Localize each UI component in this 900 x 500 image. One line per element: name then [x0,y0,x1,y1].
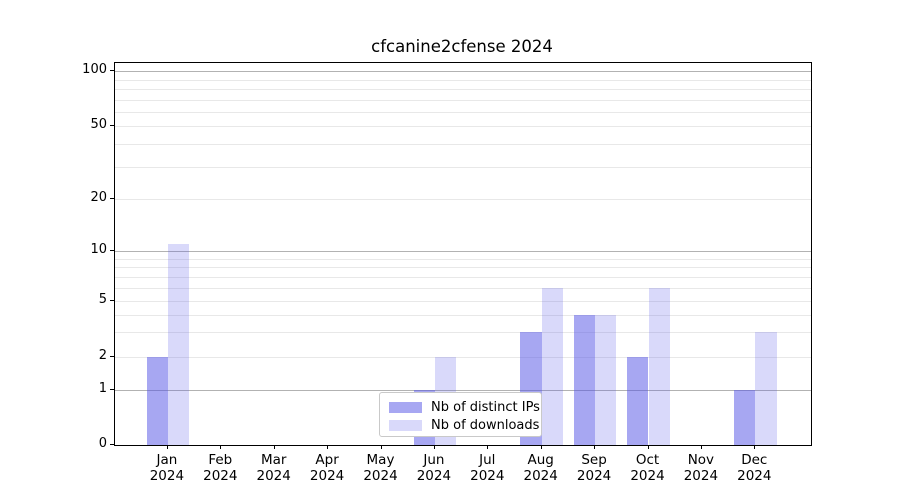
x-tick-label-jan: Jan 2024 [149,452,185,484]
chart-title: cfcanine2cfense 2024 [371,37,553,56]
gridline-minor [115,332,811,334]
x-tick-label-nov: Nov 2024 [683,452,719,484]
gridline-minor [115,301,811,302]
x-tick-mark [433,445,435,449]
gridline-major [115,251,811,252]
x-tick-mark [540,445,542,449]
gridline-minor [115,314,811,316]
x-tick-label-apr: Apr 2024 [309,452,345,484]
legend-entry-distinct-ips: Nb of distinct IPs [389,399,541,415]
gridline-minor [115,199,811,201]
gridline-minor [115,144,811,146]
x-tick-label-aug: Aug 2024 [523,452,558,484]
y-tick-mark [110,356,114,357]
gridline-minor [115,79,811,81]
gridline-minor [115,99,811,101]
bar-jan-downloads [167,243,190,445]
y-tick-mark [110,444,114,445]
x-tick-label-jul: Jul 2024 [470,452,505,484]
x-tick-label-sep: Sep 2024 [576,452,612,484]
gridline-minor [115,357,811,358]
gridline-major [115,71,811,73]
gridline-major [115,389,811,391]
x-tick-mark [700,445,702,449]
y-tick-label: 0 [98,436,107,451]
bar-layer [115,63,811,445]
bar-oct-distinct-ips [627,357,649,445]
gridline-minor [115,111,811,113]
plot-area: Nb of distinct IPs Nb of downloads [114,62,812,446]
gridline-minor [115,287,811,289]
bar-oct-downloads [648,287,670,445]
y-tick-mark [110,198,114,200]
gridline-minor [115,126,811,128]
x-tick-label-jun: Jun 2024 [416,452,452,484]
gridline-minor [115,258,811,260]
y-tick-mark [110,388,114,390]
legend-entry-downloads: Nb of downloads [389,417,541,433]
y-tick-label: 20 [90,190,107,206]
y-tick-label: 2 [98,348,107,363]
y-tick-mark [110,250,114,251]
legend-label: Nb of downloads [431,417,540,433]
legend-label: Nb of distinct IPs [431,399,540,415]
bar-sep-downloads [595,314,617,445]
x-tick-mark [380,445,382,449]
downloads-swatch-icon [389,419,422,431]
y-tick-mark [110,300,114,301]
bar-jan-distinct-ips [146,357,168,445]
x-tick-mark [220,445,222,449]
x-tick-mark [487,445,489,449]
x-tick-mark [273,445,275,449]
x-tick-label-mar: Mar 2024 [256,452,291,484]
y-tick-mark [110,125,114,127]
y-tick-label: 100 [82,62,107,78]
x-tick-mark [754,445,756,449]
x-tick-mark [166,445,168,449]
bar-aug-downloads [541,287,564,445]
x-tick-label-oct: Oct 2024 [630,452,665,484]
y-tick-label: 50 [90,117,107,133]
x-tick-mark [327,445,329,449]
gridline-minor [115,89,811,90]
y-tick-mark [110,70,114,72]
gridline-minor [115,276,811,278]
x-tick-label-may: May 2024 [363,452,398,484]
gridline-minor [115,267,811,269]
bar-dec-distinct-ips [733,389,756,445]
x-tick-label-feb: Feb 2024 [203,452,238,484]
distinct-ips-swatch-icon [389,401,422,413]
y-tick-label: 1 [98,380,107,396]
bar-dec-downloads [755,332,777,445]
legend: Nb of distinct IPs Nb of downloads [379,392,542,437]
bar-sep-distinct-ips [573,314,596,445]
gridline-minor [115,167,811,168]
y-tick-label: 10 [90,242,107,257]
x-tick-label-dec: Dec 2024 [737,452,772,484]
grid-layer [115,63,811,445]
x-tick-mark [647,445,649,449]
x-tick-mark [594,445,596,449]
y-tick-label: 5 [98,292,107,307]
